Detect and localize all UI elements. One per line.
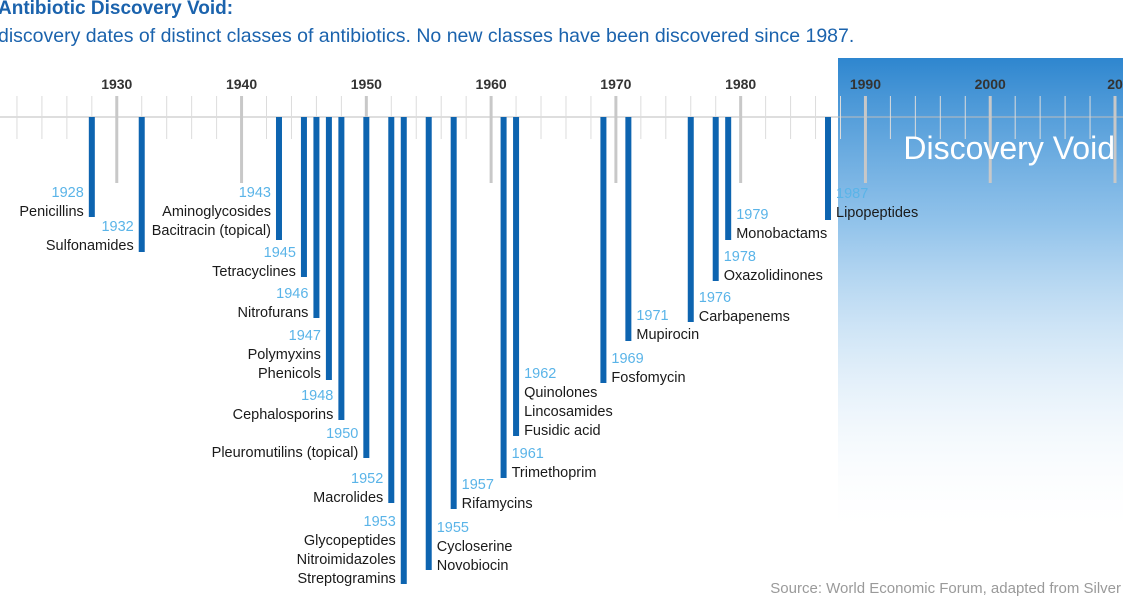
date-label: 1979 xyxy=(736,207,768,223)
date-label: 1950 xyxy=(326,426,358,442)
date-label: 1946 xyxy=(276,286,308,302)
decade-label: 1940 xyxy=(226,76,257,92)
discovery-bar xyxy=(313,117,320,318)
chart-title: Antibiotic Discovery Void: xyxy=(0,0,234,19)
class-label: Carbapenems xyxy=(699,309,790,325)
class-label: Mupirocin xyxy=(636,327,699,343)
date-label: 1943 xyxy=(239,185,271,201)
decade-label: 1980 xyxy=(725,76,756,92)
decade-label: 1930 xyxy=(101,76,132,92)
class-label: Tetracyclines xyxy=(212,264,296,280)
class-label: Nitrofurans xyxy=(238,305,309,321)
decade-label: 20 xyxy=(1107,76,1123,92)
discovery-bar xyxy=(725,117,732,240)
date-label: 1945 xyxy=(264,245,296,261)
discovery-bar xyxy=(325,117,332,380)
decade-label: 2000 xyxy=(975,76,1006,92)
source-note: Source: World Economic Forum, adapted fr… xyxy=(770,580,1121,597)
discovery-bar xyxy=(513,117,520,436)
class-label: Penicillins xyxy=(19,204,83,220)
discovery-void-label: Discovery Void xyxy=(903,130,1115,166)
class-label: Polymyxins xyxy=(248,347,321,363)
discovery-bar xyxy=(275,117,282,240)
class-label: Monobactams xyxy=(736,226,827,242)
date-label: 1987 xyxy=(836,186,868,202)
decade-label: 1960 xyxy=(476,76,507,92)
discovery-bar xyxy=(625,117,632,341)
discovery-bar xyxy=(300,117,307,277)
date-label: 1952 xyxy=(351,471,383,487)
discovery-bar xyxy=(400,117,407,584)
discovery-bar xyxy=(712,117,719,281)
discovery-bar xyxy=(363,117,370,458)
class-label: Aminoglycosides xyxy=(162,204,271,220)
class-label: Streptogramins xyxy=(297,571,395,587)
class-label: Quinolones xyxy=(524,385,597,401)
class-label: Trimethoprim xyxy=(512,465,597,481)
class-label: Rifamycins xyxy=(462,496,533,512)
class-label: Novobiocin xyxy=(437,558,509,574)
class-label: Nitroimidazoles xyxy=(297,552,396,568)
date-label: 1947 xyxy=(289,328,321,344)
discovery-bar xyxy=(687,117,694,322)
discovery-void-region xyxy=(838,58,1123,538)
class-label: Macrolides xyxy=(313,490,383,506)
class-labels: 1928 Penicillins 1932 Sulfonamides 1943 Amino… xyxy=(19,185,918,587)
class-label: Cephalosporins xyxy=(233,407,334,423)
decade-label: 1990 xyxy=(850,76,881,92)
class-label: Lipopeptides xyxy=(836,205,918,221)
discovery-bar xyxy=(500,117,507,478)
class-label: Lincosamides xyxy=(524,404,613,420)
class-label: Oxazolidinones xyxy=(724,268,823,284)
date-label: 1928 xyxy=(52,185,84,201)
class-label: Glycopeptides xyxy=(304,533,396,549)
class-label: Cycloserine xyxy=(437,539,513,555)
class-label: Bacitracin (topical) xyxy=(152,223,271,239)
date-label: 1932 xyxy=(101,219,133,235)
date-label: 1971 xyxy=(636,308,668,324)
class-label: Sulfonamides xyxy=(46,238,134,254)
discovery-bar xyxy=(825,117,832,220)
date-label: 1976 xyxy=(699,290,731,306)
discovery-bar xyxy=(450,117,457,509)
date-label: 1955 xyxy=(437,520,469,536)
discovery-bar xyxy=(600,117,607,383)
decade-label: 1950 xyxy=(351,76,382,92)
class-label: Fusidic acid xyxy=(524,423,601,439)
discovery-bar xyxy=(425,117,432,570)
class-label: Phenicols xyxy=(258,366,321,382)
discovery-bar xyxy=(138,117,145,252)
date-label: 1948 xyxy=(301,388,333,404)
date-label: 1969 xyxy=(611,351,643,367)
discovery-bars xyxy=(88,117,832,584)
class-label: Pleuromutilins (topical) xyxy=(212,445,359,461)
chart-subtitle: discovery dates of distinct classes of a… xyxy=(0,25,855,47)
date-label: 1953 xyxy=(364,514,396,530)
date-label: 1957 xyxy=(462,477,494,493)
class-label: Fosfomycin xyxy=(611,370,685,386)
decade-label: 1970 xyxy=(600,76,631,92)
date-label: 1978 xyxy=(724,249,756,265)
date-label: 1961 xyxy=(512,446,544,462)
date-label: 1962 xyxy=(524,366,556,382)
discovery-bar xyxy=(88,117,95,217)
discovery-bar xyxy=(338,117,345,420)
discovery-bar xyxy=(388,117,395,503)
